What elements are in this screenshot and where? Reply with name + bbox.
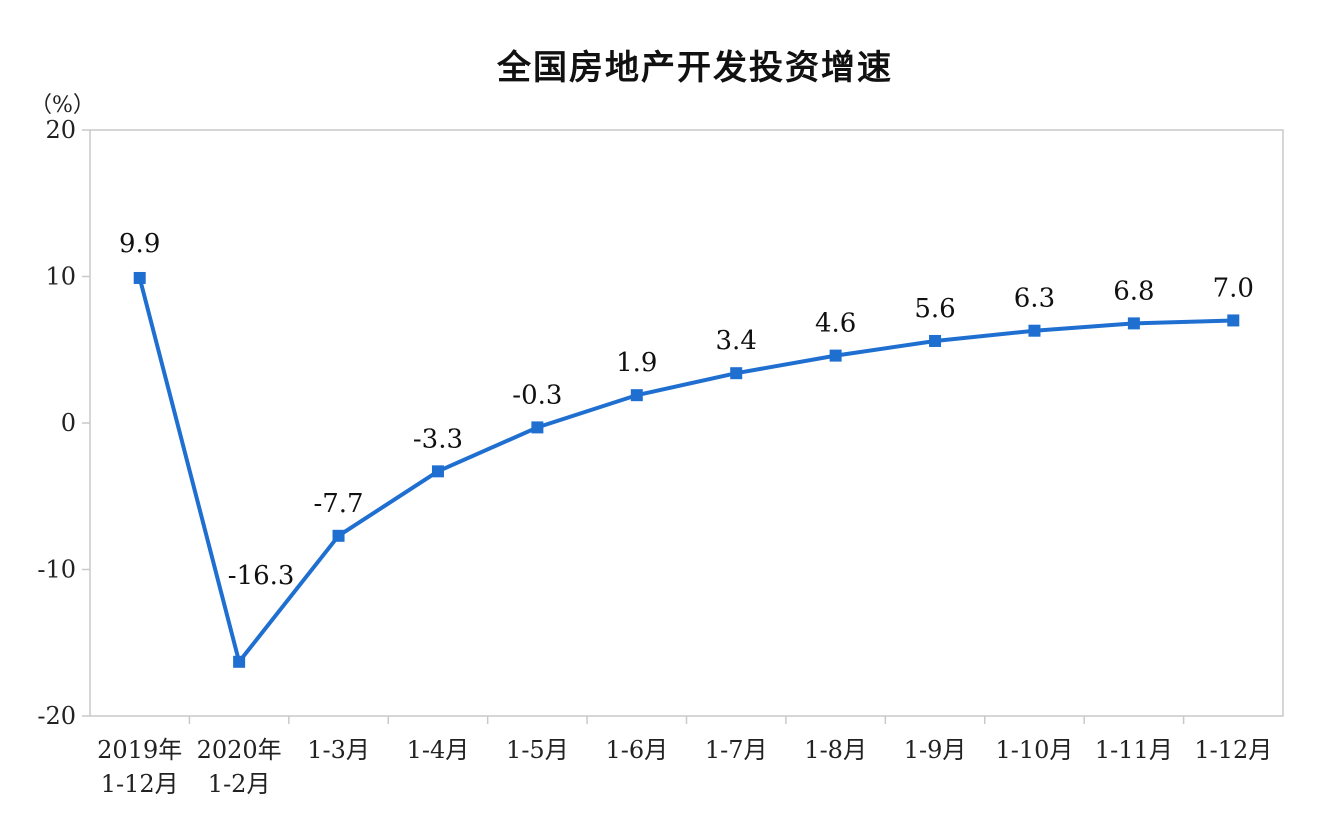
data-point-marker [929, 334, 942, 347]
x-axis-ticks [188, 716, 1185, 724]
x-tick-label: 1-3月 [307, 736, 370, 764]
data-label: 7.0 [1213, 273, 1254, 303]
data-label: 6.8 [1113, 276, 1154, 306]
x-tick-label: 1-10月 [995, 736, 1073, 764]
data-label: 4.6 [815, 309, 856, 339]
data-label: 9.9 [119, 229, 160, 259]
data-label: -0.3 [512, 380, 562, 410]
data-point-marker [1227, 314, 1240, 327]
data-point-marker [1028, 324, 1041, 337]
x-tick-label: 1-7月 [705, 736, 768, 764]
y-tick-label: 10 [45, 263, 76, 291]
x-tick-label: 1-5月 [506, 736, 569, 764]
data-point-marker [829, 349, 842, 362]
data-point-marker [332, 529, 345, 542]
x-tick-label: 2019年 1-12月 [97, 736, 182, 798]
y-tick-label: -20 [37, 702, 76, 730]
data-label: -16.3 [228, 561, 295, 591]
x-tick-label: 2020年 1-2月 [197, 736, 282, 798]
data-point-marker [730, 367, 743, 380]
y-tick-label: 20 [45, 116, 76, 144]
y-axis-unit-label: （%） [30, 93, 95, 118]
chart-title: 全国房地产开发投资增速 [497, 48, 893, 88]
data-label: -7.7 [313, 489, 363, 519]
y-axis-ticks: 20 10 0 -10 -20 [37, 116, 90, 730]
data-point-marker [133, 271, 146, 284]
x-tick-label: 1-9月 [904, 736, 967, 764]
data-point-marker [531, 421, 544, 434]
data-point-marker [630, 389, 643, 402]
data-label: 5.6 [914, 294, 955, 324]
series-group [133, 271, 1240, 668]
x-tick-label: 1-8月 [804, 736, 867, 764]
x-tick-label: 1-4月 [407, 736, 470, 764]
data-label: 3.4 [716, 326, 757, 356]
data-label: 6.3 [1014, 284, 1055, 314]
data-point-marker [233, 655, 246, 668]
x-tick-label: 1-11月 [1095, 736, 1173, 764]
data-label: -3.3 [413, 424, 463, 454]
data-label: 1.9 [616, 348, 657, 378]
series-line [137, 277, 1234, 664]
data-labels: 9.9 -16.3 -7.7 -3.3 -0.3 1.9 3.4 4.6 5.6 6.3 6.8 7.… [119, 229, 1254, 591]
y-tick-label: 0 [61, 409, 76, 437]
y-tick-label: -10 [37, 556, 76, 584]
x-tick-label: 1-12月 [1194, 736, 1272, 764]
plot-area-frame [89, 129, 1284, 717]
x-tick-label: 1-6月 [605, 736, 668, 764]
data-point-marker [431, 465, 444, 478]
data-point-marker [1127, 317, 1140, 330]
